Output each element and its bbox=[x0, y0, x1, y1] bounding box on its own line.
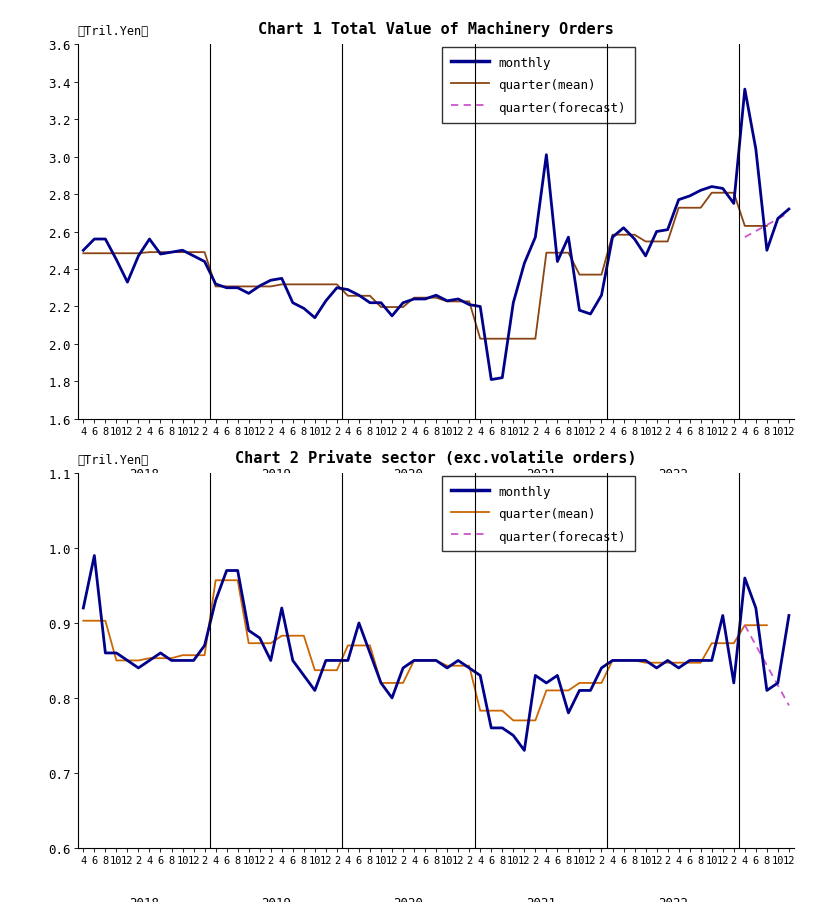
Title: Chart 1 Total Value of Machinery Orders: Chart 1 Total Value of Machinery Orders bbox=[258, 21, 614, 37]
Text: 2018: 2018 bbox=[129, 896, 159, 902]
Text: （Tril.Yen）: （Tril.Yen） bbox=[78, 24, 149, 38]
Text: （Tril.Yen）: （Tril.Yen） bbox=[78, 453, 149, 466]
Legend: monthly, quarter(mean), quarter(forecast): monthly, quarter(mean), quarter(forecast… bbox=[442, 48, 635, 124]
Text: 2019: 2019 bbox=[261, 896, 292, 902]
Title: Chart 2 Private sector (exc.volatile orders): Chart 2 Private sector (exc.volatile ord… bbox=[235, 450, 637, 465]
Text: 2019: 2019 bbox=[261, 467, 292, 481]
Text: 2018: 2018 bbox=[129, 467, 159, 481]
Text: 2022: 2022 bbox=[658, 467, 688, 481]
Text: 2020: 2020 bbox=[394, 896, 423, 902]
Text: 2021: 2021 bbox=[526, 467, 556, 481]
Text: 2022: 2022 bbox=[658, 896, 688, 902]
Text: 2020: 2020 bbox=[394, 467, 423, 481]
Text: 2021: 2021 bbox=[526, 896, 556, 902]
Legend: monthly, quarter(mean), quarter(forecast): monthly, quarter(mean), quarter(forecast… bbox=[442, 476, 635, 552]
